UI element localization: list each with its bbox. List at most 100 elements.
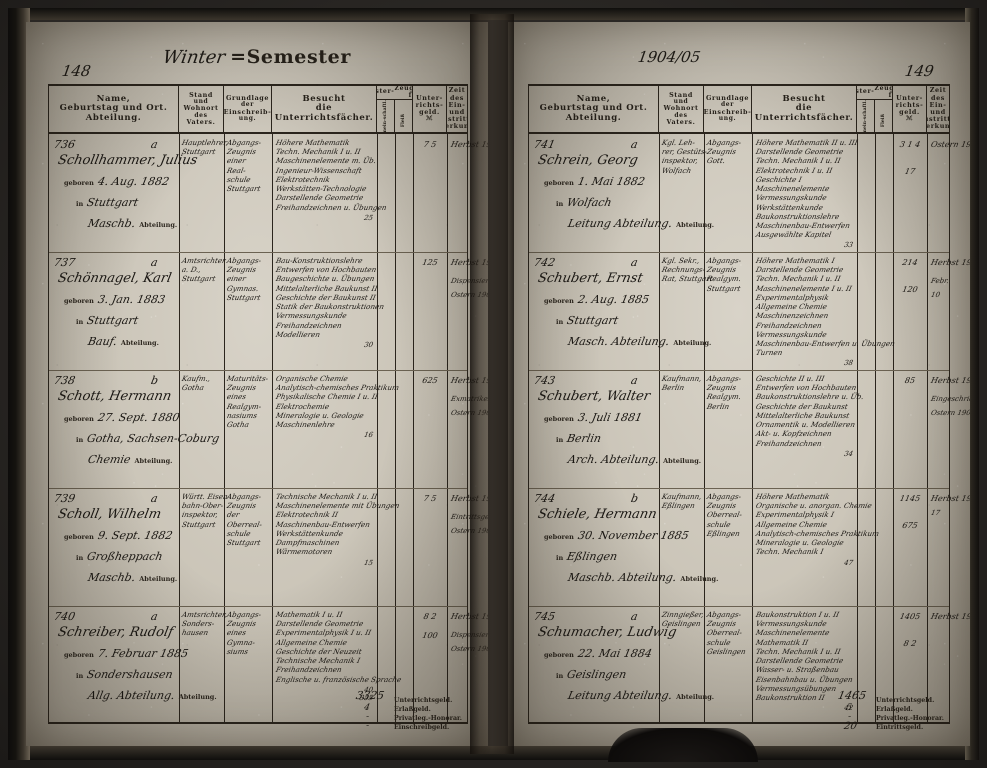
col-header-zeugnisse-r: Semester- Zeugnisse für Gemein-schaftl. … [857, 86, 893, 132]
col-header-unterricht-l4: ℳ [425, 115, 434, 123]
label-abteilung: Abteilung. [139, 575, 178, 583]
table-row[interactable]: 740 a Schreiber, Rudolf geboren 7. Februar … [49, 606, 488, 724]
entry-department: Bauf. [86, 335, 119, 348]
left-page-form: Winter =Semester 148 Name, Geburtstag un… [26, 22, 488, 746]
fee-secondary: 17 [904, 167, 916, 176]
cell-tuition-fee: 214 120 [893, 252, 927, 370]
table-row[interactable]: 736 a Schollhammer, Julius geboren 4. Aug. … [49, 134, 488, 253]
remark-exit-date: Ostern 1905 [930, 409, 970, 417]
cell-father: Amtsrichter, Sonders-hausen [181, 610, 229, 638]
col-header-grundlage-l4: ung. [238, 115, 257, 123]
remark-status: Exmatrikel. [450, 395, 488, 403]
entry-surname: Scholl, Wilhelm [56, 507, 163, 522]
right-page-form: 1904/05 149 Name, Geburtstag und Ort. Ab… [508, 22, 970, 746]
fee-primary: 85 [904, 376, 916, 385]
col-header-stand-r: Stand und Wohnort des Vaters. [659, 86, 704, 132]
cell-zeugnis-fleiss [395, 252, 413, 370]
table-row[interactable]: 738 b Schott, Hermann geboren 27. Sept. 188… [49, 370, 488, 489]
cell-zeugnis-gemeinschaftlich [377, 134, 395, 252]
cell-tuition-fee: 625 [413, 370, 447, 488]
col-header-grundlage-r-l1: Grundlage [705, 94, 750, 103]
col-header-zeugnis-l1: Semester- [377, 88, 395, 96]
entry-birthplace: Berlin [565, 432, 603, 445]
label-abteilung: Abteilung. [673, 339, 712, 347]
col-header-zeit-l3: Bemerkungen. [447, 122, 467, 131]
remark-entry-date: Herbst 1904 [450, 140, 488, 149]
cell-father: Zinngießer, Geislingen [661, 610, 705, 629]
open-register-book: Winter =Semester 148 Name, Geburtstag un… [8, 8, 979, 762]
table-row[interactable]: 742 a Schubert, Ernst geboren 2. Aug. 1885 i… [529, 252, 970, 371]
cell-remarks: Herbst 1904 [447, 134, 488, 252]
table-row[interactable]: 739 a Scholl, Wilhelm geboren 9. Sept. 1882… [49, 488, 488, 607]
entry-number: 742 [532, 256, 557, 269]
remark-exit-date: Ostern 1905 [450, 409, 488, 417]
remark-entry-date: Herbst 1904 [930, 494, 970, 503]
label-abteilung: Abteilung. [134, 457, 173, 465]
col-header-zeugnis-sub1: Gemein-schaftl. [382, 100, 388, 132]
entry-number: 739 [52, 492, 77, 505]
fee-primary: 625 [421, 376, 439, 385]
col-header-zeugnis-r-l2: Zeugnisse für [874, 86, 893, 99]
book-top-edge [8, 8, 979, 20]
remark-entry-date: Herbst 1904 [450, 376, 488, 385]
remark-entry-date: Herbst 1903 [930, 376, 970, 385]
semester-heading-left: Winter =Semester [26, 46, 488, 72]
label-in: in [556, 554, 564, 562]
col-header-unterrichtsgeld: Unter- richts- geld. ℳ [413, 86, 447, 132]
footer-line-unterrichtsgeld-r: Unterrichtsgeld. [876, 696, 935, 704]
cell-remarks: Herbst 1904 Eintrittsgeld Ostern 1905 [447, 488, 488, 606]
fee-primary: 3 1 4 [898, 140, 922, 149]
label-geboren: geboren [544, 651, 574, 659]
col-header-zeugnis-r-l1: Semester- [857, 88, 875, 96]
entry-class: a [630, 610, 640, 623]
table-row[interactable]: 741 a Schrein, Georg geboren 1. Mai 1882 in … [529, 134, 970, 253]
label-in: in [556, 318, 564, 326]
footer-total4-right: 20 [842, 721, 858, 732]
footer-line-erlassgeld-r: Erlaßgeld. [876, 705, 913, 713]
subjects-hours-total: 25 [363, 213, 374, 222]
thumb-shadow [608, 728, 758, 762]
entry-department: Arch. Abteilung. [566, 453, 661, 466]
col-header-name-l3: Abteilung. [85, 112, 142, 123]
col-header-stand-l3: Wohnort [183, 104, 219, 113]
fee-primary: 1145 [898, 494, 922, 503]
entry-surname: Schollhammer, Julius [56, 153, 199, 168]
entry-birthdate: 7. Februar 1885 [96, 647, 190, 660]
remark-status: Febr. [930, 277, 950, 285]
table-row[interactable]: 745 a Schumacher, Ludwig geboren 22. Mai 18… [529, 606, 970, 724]
cell-tuition-fee: 7 5 [413, 488, 447, 606]
col-header-besucht: Besucht die Unterrichtsfächer. [272, 86, 377, 132]
table-row[interactable]: 744 b Schiele, Hermann geboren 30. November… [529, 488, 970, 607]
label-abteilung: Abteilung. [676, 693, 715, 701]
cell-remarks: Herbst 1904 Dispensiert Ostern 1905 [447, 252, 488, 370]
entry-surname: Schott, Hermann [56, 389, 173, 404]
col-header-zeugnis-sub-gemein: Gemein-schaftl. [377, 100, 395, 132]
col-header-unterricht-r-l2: richts- [895, 101, 924, 110]
table-row[interactable]: 737 a Schönnagel, Karl geboren 3. Jan. 1883… [49, 252, 488, 371]
cell-zeugnis-gemeinschaftlich [377, 370, 395, 488]
cell-name: 743 a Schubert, Walter geboren 3. Juli 1881… [529, 370, 701, 488]
label-in: in [556, 672, 564, 680]
col-header-name: Name, Geburtstag und Ort. Abteilung. [49, 86, 179, 132]
cell-subjects: Höhere Mathematik I Darstellende Geometri… [755, 256, 896, 368]
cell-enrolment-basis: Abgangs- Zeugnis der Oberreal-schule Stuttga… [226, 492, 263, 548]
col-header-besucht-r-l2: die Unterrichtsfächer. [754, 103, 854, 123]
cell-zeugnis-gemeinschaftlich [857, 370, 875, 488]
cell-father: Amtsrichter a. D., Stuttgart [181, 256, 227, 284]
cell-zeugnis-gemeinschaftlich [857, 606, 875, 724]
col-header-zeugnis-r-sub1: Gemein-schaftl. [862, 100, 868, 132]
col-header-zeugnisse: Semester- Zeugnisse für Gemein-schaftl. … [377, 86, 413, 132]
col-header-stand-r-l5: Vaters. [666, 118, 696, 127]
fee-secondary: 8 2 [902, 639, 918, 648]
col-header-grundlage-l1: Grundlage [225, 94, 270, 103]
subjects-hours-total: 33 [843, 241, 854, 250]
cell-enrolment-basis: Abgangs- Zeugnis einer Real-schule Stuttgart [226, 138, 263, 194]
col-header-grundlage: Grundlage der Einschreib- ung. [224, 86, 272, 132]
col-header-zeit-r-l3: Bemerkungen. [927, 122, 949, 131]
col-header-besucht-l1: Besucht [302, 93, 346, 104]
entry-surname: Schumacher, Ludwig [536, 625, 678, 640]
table-row[interactable]: 743 a Schubert, Walter geboren 3. Juli 1881… [529, 370, 970, 489]
fee-extra: 100 [421, 631, 439, 640]
footer-line-erlassgeld: Erlaßgeld. [394, 705, 431, 713]
left-page: Winter =Semester 148 Name, Geburtstag un… [26, 22, 488, 746]
